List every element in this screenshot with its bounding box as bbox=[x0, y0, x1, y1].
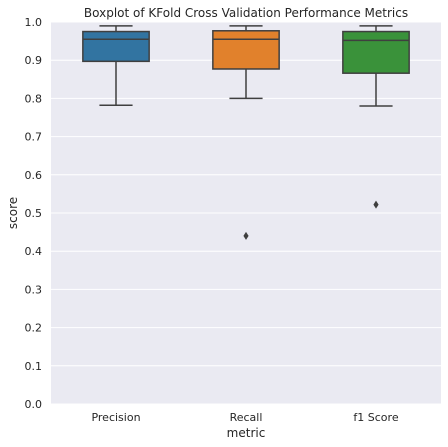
y-tick-labels: 0.0 0.1 0.2 0.3 0.4 0.5 0.6 0.7 0.8 0.9 1.0 bbox=[25, 16, 43, 411]
x-tick-label: f1 Score bbox=[353, 411, 398, 424]
y-axis-label: score bbox=[6, 197, 20, 229]
box-iqr bbox=[342, 30, 410, 74]
y-tick-label: 0.7 bbox=[25, 131, 43, 144]
outlier-point bbox=[373, 200, 379, 209]
box-1 bbox=[82, 25, 150, 107]
y-tick-label: 0.6 bbox=[25, 169, 43, 182]
x-axis-label: metric bbox=[227, 426, 266, 440]
y-tick-label: 0.0 bbox=[25, 398, 43, 411]
grid-lines bbox=[51, 21, 441, 405]
x-tick-label: Precision bbox=[91, 411, 140, 424]
y-tick-label: 1.0 bbox=[25, 16, 43, 29]
y-tick-label: 0.3 bbox=[25, 283, 43, 296]
chart-title: Boxplot of KFold Cross Validation Perfor… bbox=[84, 6, 408, 20]
y-tick-label: 0.5 bbox=[25, 207, 43, 220]
y-tick-label: 0.1 bbox=[25, 360, 43, 373]
x-tick-label: Recall bbox=[230, 411, 263, 424]
y-tick-label: 0.2 bbox=[25, 322, 43, 335]
y-tick-label: 0.9 bbox=[25, 54, 43, 67]
box-iqr bbox=[82, 30, 150, 63]
box-2 bbox=[212, 25, 280, 240]
y-tick-label: 0.8 bbox=[25, 92, 43, 105]
box-3 bbox=[342, 25, 410, 209]
y-tick-label: 0.4 bbox=[25, 245, 43, 258]
outlier-point bbox=[243, 231, 249, 240]
box-iqr bbox=[212, 30, 280, 70]
boxes bbox=[82, 25, 410, 240]
x-tick-labels: Precision Recall f1 Score bbox=[91, 411, 398, 424]
